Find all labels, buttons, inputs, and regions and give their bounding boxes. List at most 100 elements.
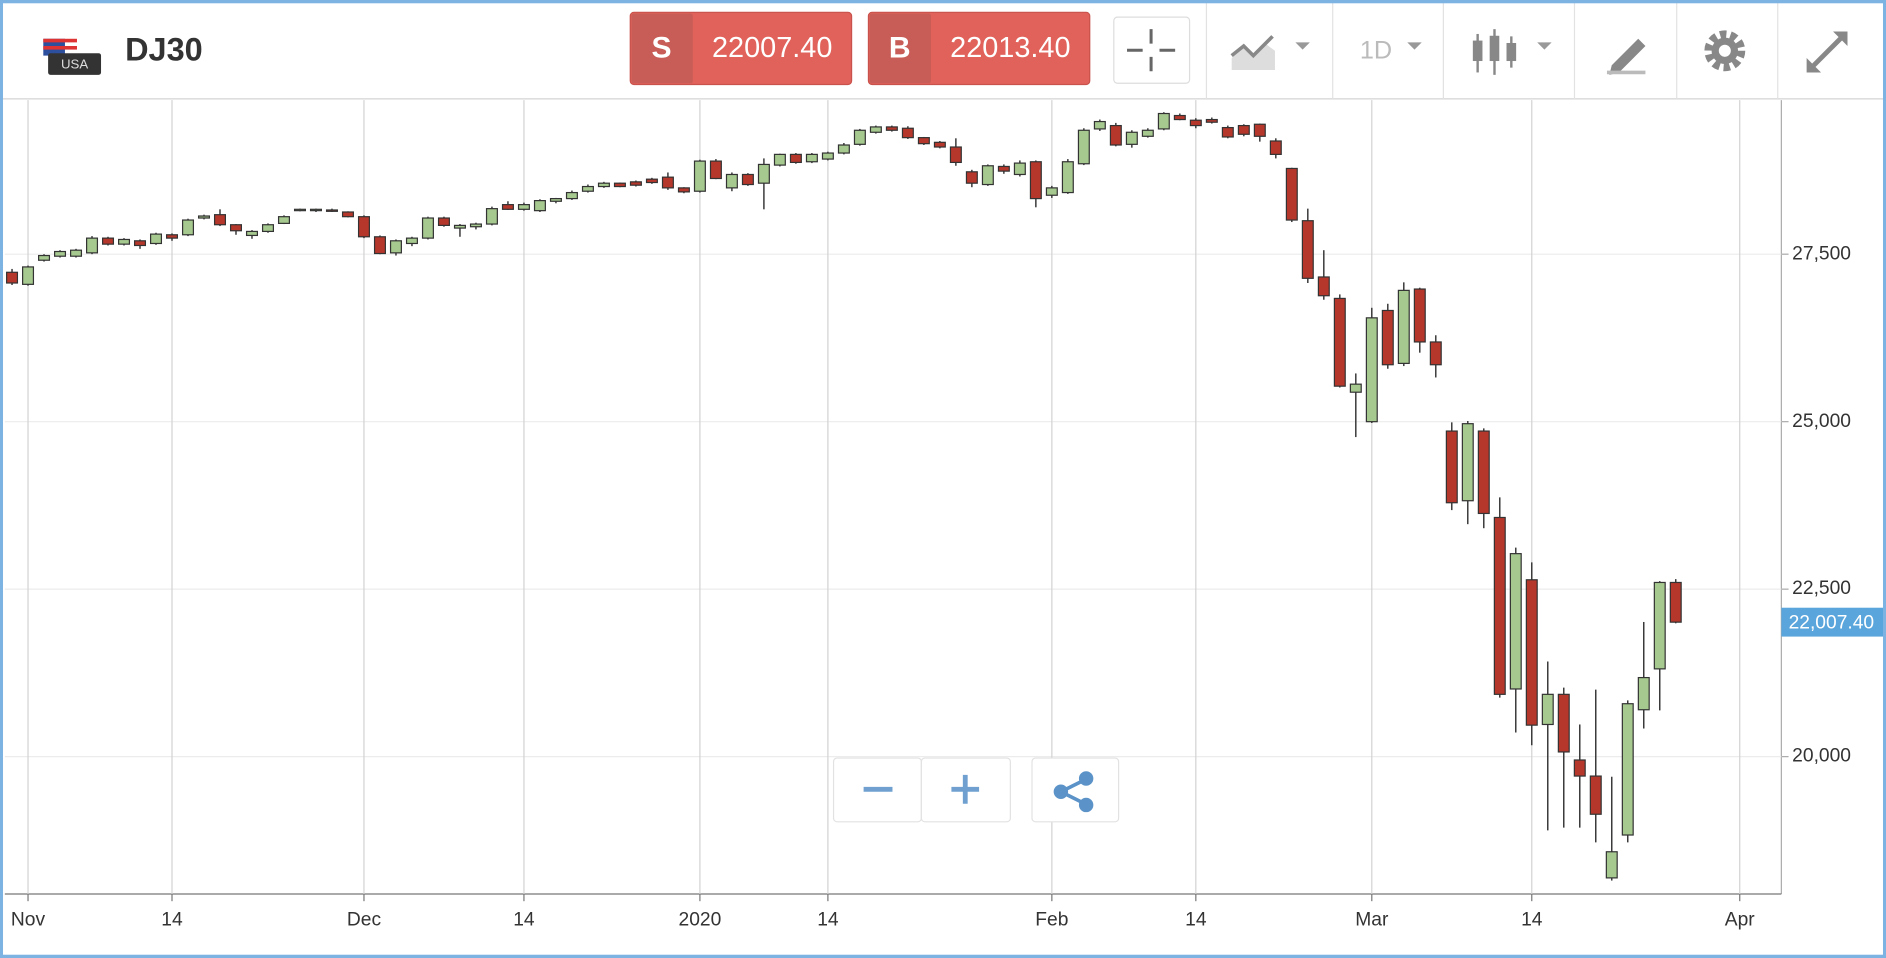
draw-button[interactable] (1606, 38, 1646, 75)
candle-body (54, 250, 67, 257)
candle-body (741, 173, 754, 186)
candle-body (997, 165, 1010, 172)
plot-area: 20,000 22,500 25,000 27,500 Nov 14 Dec 14 2020 14… (4, 100, 1886, 931)
candle-body (405, 237, 418, 245)
candle-body (1445, 430, 1458, 504)
x-tick-label: 2020 (679, 910, 722, 931)
buy-label: B (889, 32, 911, 65)
candle-body (325, 209, 338, 212)
x-tick-label: Feb (1035, 910, 1068, 931)
last-price-label: 22,007.40 (1789, 612, 1875, 633)
candle-body (501, 204, 514, 210)
x-tick-label: Apr (1725, 910, 1756, 931)
candle-body (389, 240, 402, 254)
candle-body (38, 254, 51, 261)
timeframe-button[interactable]: 1D (1360, 37, 1422, 65)
candle-body (117, 238, 131, 245)
sell-price: 22007.40 (712, 32, 832, 64)
candle-body (101, 237, 115, 245)
candle-body (1557, 693, 1570, 753)
y-tick-label: 25,000 (1792, 411, 1851, 432)
sell-label: S (652, 32, 672, 65)
x-tick-label: 14 (1521, 910, 1543, 931)
candle-body (469, 223, 482, 228)
candle-body (1589, 775, 1602, 815)
candle-body (821, 152, 834, 160)
chart-type-button[interactable] (1472, 29, 1552, 75)
candle-body (181, 219, 195, 236)
candle-body (917, 137, 930, 145)
settings-button[interactable] (1704, 30, 1746, 72)
buy-button[interactable]: B 22013.40 (867, 11, 1091, 86)
zoom-out-button[interactable] (832, 757, 922, 823)
candle-body (805, 153, 818, 163)
sell-button[interactable]: S 22007.40 (629, 11, 853, 86)
candle-body (1653, 581, 1666, 670)
candle-body (86, 237, 99, 254)
share-button[interactable] (1031, 757, 1120, 823)
candle-body (693, 160, 706, 192)
candle-body (949, 146, 962, 164)
indicator-button[interactable] (1230, 35, 1310, 71)
candle-body (261, 224, 274, 233)
candle-body (421, 217, 434, 239)
last-price-tag (1781, 607, 1886, 637)
candle-body (1333, 297, 1346, 387)
candle-body (373, 236, 386, 255)
candle-body (901, 127, 914, 139)
candle-body (6, 271, 19, 284)
candle-body (22, 266, 35, 285)
candle-body (1397, 289, 1410, 364)
candle-body (1157, 112, 1170, 130)
candle-body (581, 185, 594, 192)
candle-body (357, 216, 370, 238)
candle-body (1349, 383, 1362, 393)
candle-body (613, 182, 626, 188)
candle-body (965, 171, 978, 184)
candle-body (1141, 129, 1154, 137)
candle-body (1285, 167, 1298, 221)
candle-body (1669, 581, 1682, 623)
toolbar-separators (1205, 0, 1779, 99)
flag-label: USA (61, 57, 88, 72)
candle-body (1509, 553, 1522, 690)
candle-body (70, 249, 83, 257)
candle-body (661, 176, 674, 189)
candle-body (1109, 124, 1122, 146)
candle-body (277, 216, 290, 224)
candle-body (1461, 423, 1474, 502)
x-tick-label: Mar (1355, 910, 1389, 931)
candle-body (773, 153, 786, 166)
candle-body (1301, 220, 1314, 279)
x-tick-label: Dec (347, 910, 382, 931)
candle-body (1189, 119, 1202, 127)
x-tick-label: 14 (161, 910, 183, 931)
crosshair-button[interactable] (1113, 16, 1191, 84)
candle-body (1429, 341, 1442, 366)
candle-body (1173, 114, 1186, 121)
x-tick-label: 14 (513, 910, 535, 931)
candle-body (981, 165, 994, 186)
candle-body (1221, 126, 1234, 138)
candle-body (1253, 123, 1266, 137)
candle-body (437, 217, 450, 226)
candle-body (517, 204, 530, 210)
candle-body (789, 153, 802, 164)
candle-body (1029, 161, 1042, 200)
candle-body (1605, 851, 1618, 879)
candle-body (1125, 131, 1138, 145)
candle-body (1621, 703, 1634, 836)
candle-body (133, 240, 147, 247)
candle-body (565, 191, 578, 200)
candle-body (1365, 317, 1378, 423)
header: USA DJ30 S 22007.40 B 22013.40 (0, 0, 1886, 100)
candle-body (1269, 140, 1282, 155)
candle-body (1477, 430, 1490, 515)
candle-body (885, 126, 898, 131)
zoom-in-button[interactable] (920, 757, 1011, 823)
candle-body (1045, 187, 1058, 196)
candle-body (213, 214, 227, 226)
candle-body (1077, 129, 1090, 165)
